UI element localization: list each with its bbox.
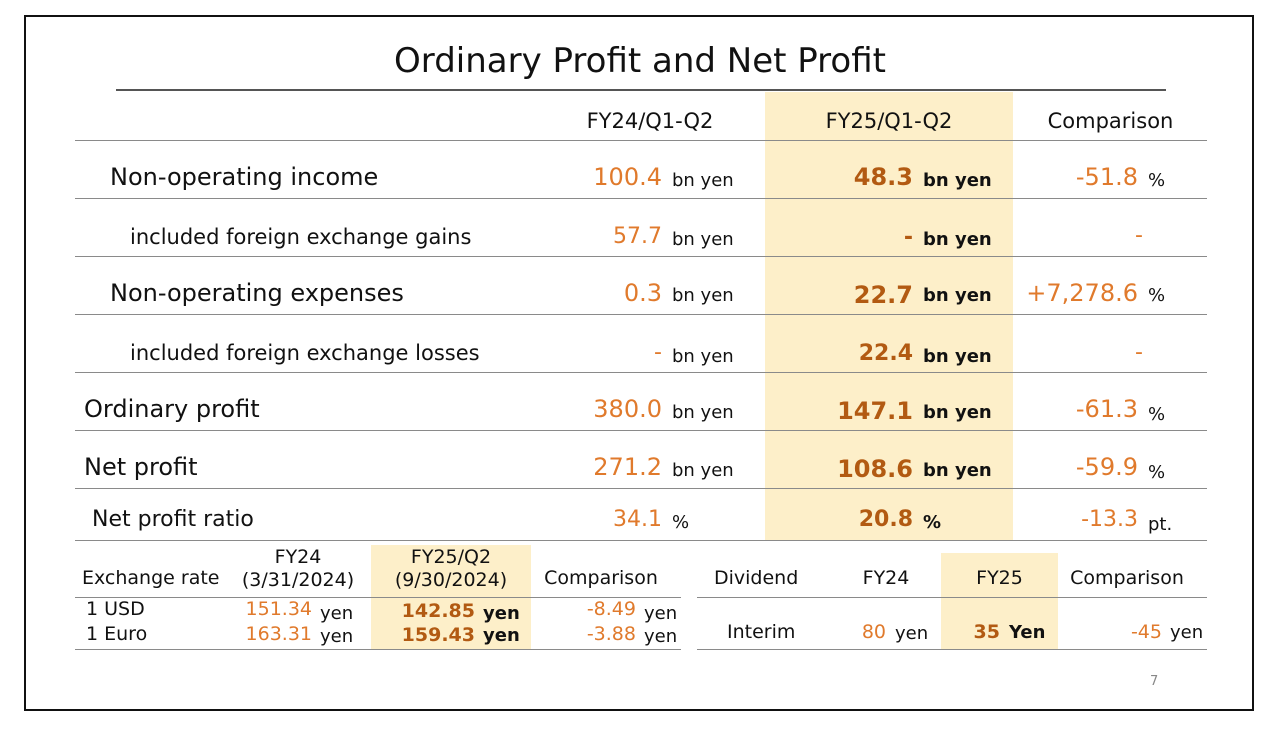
current-value: 22.4: [858, 341, 913, 366]
comparison-unit: pt.: [1148, 514, 1173, 535]
rate-comparison: -3.88: [586, 623, 636, 645]
table-rule: [75, 314, 1207, 315]
table-rule: [75, 597, 681, 598]
prior-value: 34.1: [613, 507, 662, 532]
row-label: Non-operating expenses: [110, 279, 404, 307]
prior-unit: bn yen: [672, 402, 734, 423]
comparison-value: -: [1135, 340, 1143, 365]
table-rule: [75, 198, 1207, 199]
table-rule: [75, 649, 681, 650]
prior-rate: 163.31: [245, 623, 312, 645]
prior-value: 380.0: [593, 395, 662, 423]
prior-value: 271.2: [593, 453, 662, 481]
dividend-comparison-header: Comparison: [1070, 567, 1184, 589]
dividend-current-highlight: [941, 553, 1058, 650]
prior-unit: bn yen: [672, 346, 734, 367]
prior-value: -: [654, 340, 662, 365]
row-label: included foreign exchange losses: [130, 341, 480, 365]
table-rule: [75, 488, 1207, 489]
current-rate-unit: yen: [483, 625, 520, 646]
table-rule: [697, 597, 1207, 598]
currency-label: 1 Euro: [86, 623, 148, 645]
current-value: -: [903, 225, 913, 250]
page-title: Ordinary Profit and Net Profit: [394, 41, 886, 81]
current-unit: %: [923, 512, 942, 533]
exchange-fy24-header: FY24: [274, 546, 322, 568]
prior-unit: %: [672, 512, 690, 533]
current-value: 108.6: [837, 455, 913, 483]
exchange-fy24-date: (3/31/2024): [241, 569, 355, 591]
current-value: 20.8: [858, 507, 913, 532]
page-number: 7: [1150, 674, 1159, 689]
exchange-rate-header: Exchange rate: [82, 567, 220, 589]
exchange-fy25-header: FY25/Q2: [410, 546, 492, 568]
comparison-value: +7,278.6: [1026, 279, 1138, 307]
comparison-value: -59.9: [1075, 453, 1138, 481]
current-unit: bn yen: [923, 170, 992, 191]
currency-label: 1 USD: [86, 598, 145, 620]
prior-unit: bn yen: [672, 460, 734, 481]
exchange-fy25-date: (9/30/2024): [394, 569, 508, 591]
dividend-current-unit: Yen: [1009, 622, 1046, 643]
current-unit: bn yen: [923, 285, 992, 306]
current-period-highlight: [765, 92, 1013, 540]
prior-rate-unit: yen: [320, 626, 354, 647]
dividend-current: 35: [973, 621, 1000, 643]
header-fy25-q1q2: FY25/Q1-Q2: [825, 109, 953, 133]
prior-unit: bn yen: [672, 170, 734, 191]
table-rule: [75, 430, 1207, 431]
row-label: Net profit ratio: [92, 507, 254, 532]
dividend-comparison-unit: yen: [1170, 622, 1204, 643]
row-label: Net profit: [84, 453, 198, 481]
exchange-comparison-header: Comparison: [544, 567, 658, 589]
table-rule: [75, 540, 1207, 541]
dividend-fy24-header: FY24: [862, 567, 910, 589]
table-rule: [75, 256, 1207, 257]
comparison-value: -61.3: [1075, 395, 1138, 423]
row-label: Ordinary profit: [84, 395, 260, 423]
prior-value: 57.7: [613, 224, 662, 249]
comparison-value: -13.3: [1081, 507, 1138, 532]
current-value: 22.7: [853, 281, 913, 309]
comparison-value: -: [1135, 223, 1143, 248]
comparison-unit: %: [1148, 170, 1166, 191]
title-underline: [116, 89, 1166, 91]
rate-comparison-unit: yen: [644, 626, 678, 647]
current-value: 147.1: [837, 397, 913, 425]
current-value: 48.3: [853, 163, 913, 191]
current-rate-unit: yen: [483, 603, 520, 624]
current-rate: 159.43: [401, 624, 475, 646]
row-label: Non-operating income: [110, 163, 379, 191]
current-unit: bn yen: [923, 346, 992, 367]
dividend-header: Dividend: [714, 567, 799, 589]
table-rule: [75, 140, 1207, 141]
prior-unit: bn yen: [672, 229, 734, 250]
dividend-label: Interim: [727, 621, 796, 643]
dividend-comparison: -45: [1130, 621, 1162, 643]
comparison-unit: %: [1148, 404, 1166, 425]
comparison-unit: %: [1148, 285, 1166, 306]
current-rate: 142.85: [401, 600, 475, 622]
dividend-prior-unit: yen: [895, 623, 929, 644]
rate-comparison-unit: yen: [644, 603, 678, 624]
header-comparison: Comparison: [1047, 109, 1174, 133]
rate-comparison: -8.49: [586, 598, 636, 620]
current-unit: bn yen: [923, 229, 992, 250]
dividend-prior: 80: [861, 621, 886, 643]
row-label: included foreign exchange gains: [130, 225, 472, 249]
current-unit: bn yen: [923, 402, 992, 423]
comparison-unit: %: [1148, 462, 1166, 483]
comparison-value: -51.8: [1075, 163, 1138, 191]
prior-value: 0.3: [623, 279, 662, 307]
current-unit: bn yen: [923, 460, 992, 481]
table-rule: [697, 649, 1207, 650]
prior-rate-unit: yen: [320, 603, 354, 624]
prior-rate: 151.34: [245, 598, 312, 620]
dividend-fy25-header: FY25: [976, 567, 1023, 589]
slide-frame: [24, 15, 1254, 711]
table-rule: [75, 372, 1207, 373]
header-fy24-q1q2: FY24/Q1-Q2: [586, 109, 714, 133]
prior-unit: bn yen: [672, 285, 734, 306]
prior-value: 100.4: [593, 163, 662, 191]
